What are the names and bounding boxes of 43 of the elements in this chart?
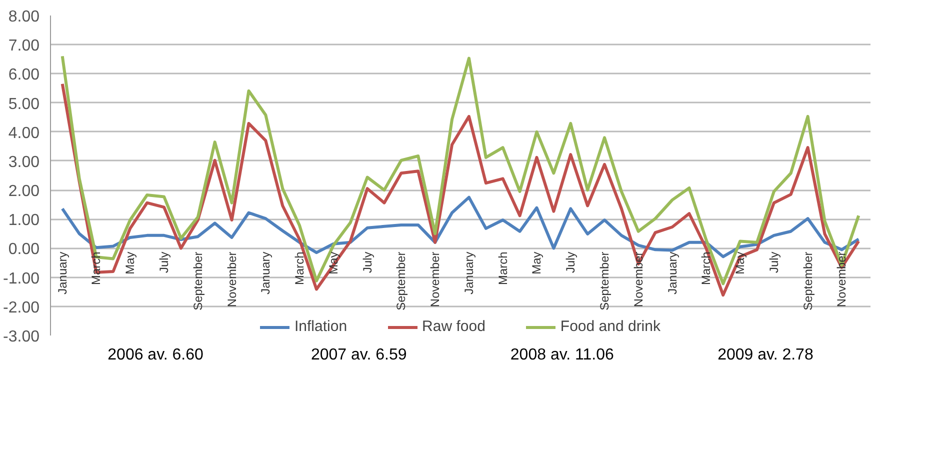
x-tick-label: September [394, 252, 408, 310]
x-tick-label: May [733, 252, 748, 274]
x-tick-label: September [598, 252, 612, 310]
x-tick-label: January [462, 252, 476, 294]
x-tick-label: September [190, 252, 205, 310]
x-tick-label: November [428, 252, 442, 308]
x-tick-label: May [326, 252, 340, 274]
legend-label: Inflation [294, 318, 348, 335]
y-tick-label: -3.00 [3, 328, 40, 346]
text: 2009 av. 2.78 [718, 346, 814, 364]
x-tick-label: January [665, 252, 680, 294]
y-tick-label: 2.00 [8, 183, 40, 200]
x-tick-label: March [699, 252, 714, 286]
x-tick-label: July [157, 252, 172, 274]
y-tick-label: 0.00 [8, 241, 40, 258]
x-tick-label: July [360, 252, 374, 274]
x-tick-label: January [55, 252, 70, 294]
x-tick-label: March [292, 252, 307, 286]
x-tick-label: March [89, 252, 104, 286]
y-tick-label: 4.00 [8, 124, 40, 142]
x-tick-label: May [123, 252, 138, 274]
x-tick-label: March [496, 252, 510, 286]
x-tick-label: July [766, 252, 781, 274]
legend-label: Raw food [422, 318, 486, 335]
x-tick-label: January [258, 252, 273, 294]
y-tick-label: -1.00 [3, 270, 40, 288]
x-tick-label: July [564, 252, 578, 274]
x-tick-label: November [834, 252, 849, 308]
y-tick-label: 3.00 [8, 154, 40, 171]
legend-label: Food and drink [560, 318, 660, 335]
y-tick-label: 7.00 [8, 38, 40, 55]
text: 2008 av. 11.06 [510, 346, 614, 364]
y-tick-label: 5.00 [8, 96, 40, 113]
y-tick-label: -2.00 [3, 299, 40, 316]
text: 2006 av. 6.60 [108, 346, 204, 364]
y-tick-label: 6.00 [8, 66, 40, 84]
x-tick-label: November [631, 252, 646, 308]
x-tick-label: September [800, 252, 815, 310]
text: 2007 av. 6.59 [310, 346, 407, 364]
x-tick-label: May [530, 252, 544, 274]
y-tick-label: 1.00 [8, 212, 40, 230]
y-tick-label: 8.00 [8, 8, 40, 26]
x-tick-label: November [224, 252, 239, 308]
